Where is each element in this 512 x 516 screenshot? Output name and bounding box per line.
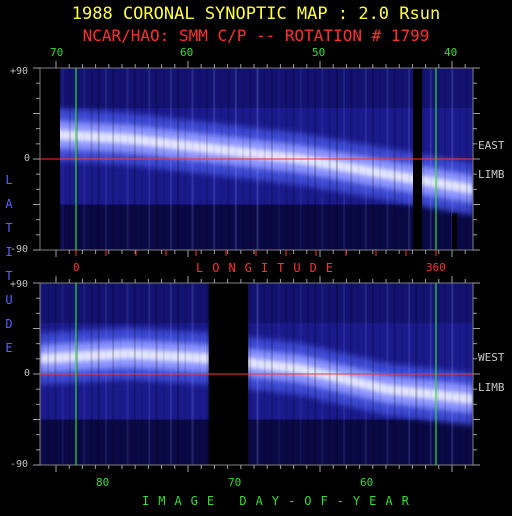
bottom-ytick-0: 0 [24, 368, 31, 379]
latitude-label-letter: L [5, 173, 13, 187]
top-xtick-50: 50 [312, 46, 326, 59]
north-polar-region [40, 283, 473, 324]
top-xtick-70: 70 [50, 46, 64, 59]
latitude-label-letter: T [5, 269, 13, 283]
side-label-west-limb: LIMB [478, 381, 505, 394]
longitude-axis-label: LONGITUDE [196, 261, 343, 275]
streamer-band-core [40, 128, 473, 195]
top-ytick-plus90: +90 [10, 66, 29, 77]
north-polar-region [40, 68, 473, 109]
latitude-label-letter: E [5, 341, 13, 355]
bottom-xtick-60: 60 [360, 476, 374, 489]
latitude-label-letter: U [5, 293, 13, 307]
data-gap [452, 213, 457, 250]
streamer-band-core [40, 348, 473, 405]
bottom-ytick-plus90: +90 [10, 279, 29, 290]
day-of-year-axis-label: IMAGE DAY-OF-YEAR [142, 494, 418, 508]
top-xtick-40: 40 [444, 46, 458, 59]
top-bottom-xtick-0: 0 [73, 261, 80, 274]
latitude-label-letter: D [5, 317, 13, 331]
chart-subtitle: NCAR/HAO: SMM C/P -- ROTATION # 1799 [82, 26, 430, 45]
bottom-ytick-minus90: -90 [10, 459, 29, 470]
chart-title: 1988 CORONAL SYNOPTIC MAP : 2.0 Rsun [71, 4, 441, 24]
top-bottom-xtick-360: 360 [426, 261, 446, 274]
latitude-label-letter: I [5, 245, 13, 259]
south-polar-region [40, 419, 473, 465]
side-label-west: WEST [478, 351, 505, 364]
top-xtick-60: 60 [180, 46, 194, 59]
side-label-east: EAST [478, 139, 505, 152]
side-label-east-limb: LIMB [478, 168, 505, 181]
latitude-label-letter: A [5, 197, 13, 211]
latitude-label-letter: T [5, 221, 13, 235]
bottom-xtick-70: 70 [228, 476, 242, 489]
south-polar-region [40, 204, 473, 250]
top-ytick-0: 0 [24, 153, 31, 164]
bottom-xtick-80: 80 [96, 476, 110, 489]
top-ytick-minus90: -90 [10, 244, 29, 255]
